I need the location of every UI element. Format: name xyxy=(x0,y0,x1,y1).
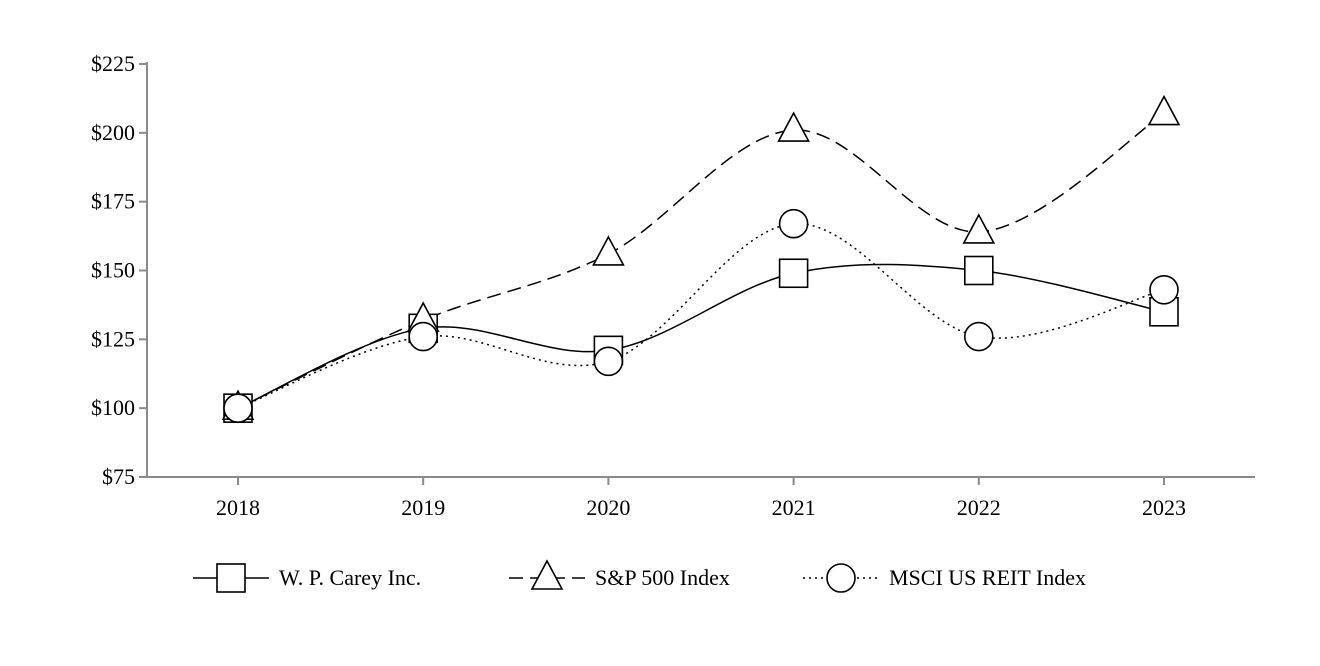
series-line-square xyxy=(238,264,1164,408)
data-point-square xyxy=(780,259,808,287)
series-markers-circle xyxy=(224,210,1178,422)
legend-label-triangle: S&P 500 Index xyxy=(595,565,730,590)
data-point-triangle xyxy=(1149,97,1179,125)
data-point-circle xyxy=(594,347,622,375)
y-tick-label: $75 xyxy=(102,464,135,489)
series-markers-triangle xyxy=(223,97,1179,420)
y-tick-label: $125 xyxy=(91,326,135,351)
data-point-circle xyxy=(965,323,993,351)
y-tick-label: $225 xyxy=(91,51,135,76)
legend-item-triangle: S&P 500 Index xyxy=(509,561,730,590)
legend-label-circle: MSCI US REIT Index xyxy=(889,565,1086,590)
series-triangle xyxy=(238,114,1164,409)
y-tick-label: $175 xyxy=(91,189,135,214)
series-line-triangle xyxy=(238,114,1164,409)
y-axis-ticks: $75 $100 $125 $150 $175 $200 $225 xyxy=(91,51,147,489)
data-point-square xyxy=(965,257,993,285)
axes xyxy=(147,62,1255,477)
series-markers-square xyxy=(224,257,1178,423)
series-circle xyxy=(238,224,1164,409)
data-point-circle xyxy=(409,323,437,351)
x-tick-label: 2022 xyxy=(957,495,1001,520)
series-line-circle xyxy=(238,224,1164,409)
data-point-circle xyxy=(780,210,808,238)
y-tick-label: $200 xyxy=(91,120,135,145)
data-point-triangle xyxy=(593,237,623,265)
series-layer xyxy=(223,97,1179,423)
series-square xyxy=(238,264,1164,408)
legend-marker-circle xyxy=(827,564,855,592)
legend-item-circle: MSCI US REIT Index xyxy=(803,564,1086,592)
x-axis-ticks: 2018 2019 2020 2021 2022 2023 xyxy=(216,477,1186,520)
legend: W. P. Carey Inc. S&P 500 Index MSCI US REI… xyxy=(193,561,1086,592)
legend-label-square: W. P. Carey Inc. xyxy=(279,565,421,590)
data-point-triangle xyxy=(779,113,809,141)
x-tick-label: 2023 xyxy=(1142,495,1186,520)
x-tick-label: 2020 xyxy=(586,495,630,520)
x-tick-label: 2021 xyxy=(772,495,816,520)
data-point-triangle xyxy=(964,215,994,243)
performance-line-chart: $75 $100 $125 $150 $175 $200 $225 2018 2019 2020… xyxy=(0,0,1320,666)
legend-item-square: W. P. Carey Inc. xyxy=(193,564,421,592)
y-tick-label: $100 xyxy=(91,395,135,420)
data-point-circle xyxy=(224,394,252,422)
x-tick-label: 2019 xyxy=(401,495,445,520)
y-tick-label: $150 xyxy=(91,258,135,283)
legend-marker-triangle xyxy=(532,561,562,589)
x-tick-label: 2018 xyxy=(216,495,260,520)
legend-marker-square xyxy=(217,564,245,592)
data-point-circle xyxy=(1150,276,1178,304)
